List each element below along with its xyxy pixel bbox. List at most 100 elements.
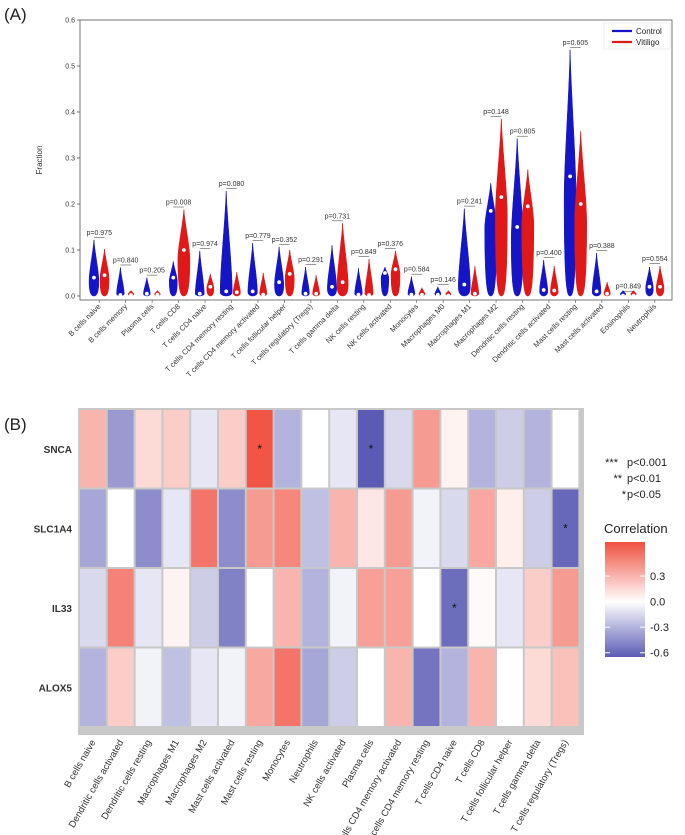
- median-control-nk-cells-activated: [383, 271, 387, 275]
- median-vitiligo-nk-cells-resting: [367, 293, 371, 297]
- significance-threshold: p<0.01: [627, 473, 661, 485]
- y-tick-label: 0.5: [65, 64, 75, 71]
- median-control-monocytes: [409, 292, 414, 297]
- legend-vitiligo-label: Vitiligo: [636, 38, 660, 47]
- violin-control-dendritic-cells-activated: [539, 260, 549, 297]
- violin-control-b-cells-memory: [116, 267, 125, 297]
- significance-mark: *: [257, 442, 262, 456]
- median-vitiligo-b-cells-memory: [129, 293, 133, 297]
- significance-threshold: p<0.001: [627, 457, 667, 469]
- heatmap-cell-alox5-b-cells-naive: [80, 648, 106, 726]
- median-control-t-cells-regulatory-tregs: [303, 291, 308, 296]
- heatmap-cell-il33-nk-cells-activated: [330, 569, 356, 647]
- heatmap-cell-il33-macrophages-m2: [191, 569, 217, 647]
- x-category-label: Mast cells activated: [553, 302, 606, 355]
- violin-vitiligo-dendritic-cells-activated: [550, 266, 559, 297]
- y-tick-label: 0.4: [65, 110, 75, 117]
- heatmap-cell-snca-t-cells-cd4-naive: [441, 410, 468, 488]
- heatmap-row-labels: SNCA SLC1A4 IL33 ALOX5: [34, 445, 73, 695]
- colorbar-tick-label: 0.0: [650, 597, 665, 609]
- heatmap-cell-snca-t-cells-cd8: [469, 410, 495, 488]
- median-control-nk-cells-resting: [356, 292, 361, 297]
- heatmap-cell-slc1a4-neutrophils: [302, 489, 329, 567]
- p-value-label: p=0.584: [404, 267, 430, 274]
- heatmap-cell-il33-t-cells-cd8: [469, 569, 495, 647]
- colorbar-gradient: [605, 542, 645, 657]
- median-vitiligo-t-cells-gamma-delta: [340, 280, 345, 285]
- violin-control-t-cells-cd4-memory-resting: [219, 191, 233, 297]
- heatmap-cell-slc1a4-t-cells-cd4-memory-resting: [413, 489, 440, 567]
- median-control-macrophages-m0: [435, 292, 440, 297]
- heatmap-cell-snca-plasma-cells: [358, 410, 384, 488]
- median-control-t-cells-cd4-memory-activated: [250, 289, 255, 294]
- violin-control-macrophages-m2: [484, 183, 498, 297]
- significance-mark: *: [369, 442, 374, 456]
- median-control-t-cells-gamma-delta: [330, 284, 334, 289]
- median-vitiligo-t-cells-regulatory-tregs: [314, 291, 319, 296]
- heatmap-cell-alox5-t-cells-cd4-memory-activated: [385, 648, 412, 726]
- heatmap-cell-il33-dendritic-cells-resting: [135, 569, 162, 647]
- heatmap-cell-slc1a4-t-cells-gamma-delta: [524, 489, 551, 567]
- violin-plot-frame: [79, 19, 673, 301]
- panel-b-label: (B): [4, 415, 27, 434]
- panel-a-label: (A): [4, 5, 27, 24]
- heatmap-cell-slc1a4-nk-cells-activated: [330, 489, 356, 567]
- row-label-snca: SNCA: [44, 445, 72, 456]
- colorbar-title: Correlation: [604, 521, 668, 536]
- significance-symbol: *: [622, 489, 627, 501]
- p-value-label: p=0.376: [377, 241, 403, 248]
- violin-y-axis: 0.0 0.1 0.2 0.3 0.4 0.5 0.6: [65, 18, 80, 301]
- p-value-label: p=0.805: [510, 129, 536, 136]
- heatmap-cell-slc1a4-t-cells-follicular-helper: [497, 489, 523, 567]
- heatmap-cell-il33-plasma-cells: [358, 569, 384, 647]
- p-value-label: p=0.849: [351, 249, 377, 256]
- correlation-colorbar: Correlation 0.3 0.0 -0.3 -0.6: [604, 521, 669, 660]
- violin-vitiligo-t-cells-cd4-memory-resting: [232, 272, 241, 297]
- heatmap-cell-il33-mast-cells-resting: [246, 569, 273, 647]
- heatmap-cell-snca-t-cells-gamma-delta: [524, 410, 551, 488]
- significance-mark: *: [563, 521, 568, 535]
- heatmap-cell-slc1a4-t-cells-cd4-memory-activated: [385, 489, 412, 567]
- legend-box: [603, 22, 671, 50]
- violin-panel: (A) Fraction 0.0 0.1 0.2 0.3 0.4 0.5 0.6 p=0.9…: [4, 5, 673, 379]
- heatmap-cell-alox5-t-cells-follicular-helper: [497, 648, 523, 726]
- heatmap-cell-snca-macrophages-m2: [191, 410, 217, 488]
- heatmap-cell-slc1a4-t-cells-cd8: [469, 489, 495, 567]
- median-vitiligo-monocytes: [420, 292, 424, 297]
- median-control-eosinophils: [621, 293, 625, 298]
- median-control-dendritic-cells-activated: [541, 288, 546, 292]
- y-tick-label: 0.3: [65, 156, 75, 163]
- heatmap-cell-snca-macrophages-m1: [163, 410, 190, 488]
- median-vitiligo-t-cells-cd4-memory-activated: [261, 292, 266, 297]
- median-vitiligo-dendritic-cells-activated: [552, 288, 557, 293]
- p-value-label: p=0.352: [272, 237, 298, 244]
- heatmap-cell-snca-mast-cells-activated: [219, 410, 245, 488]
- median-control-b-cells-memory: [118, 293, 123, 297]
- heatmap-cells: [80, 410, 579, 726]
- heatmap-cell-alox5-macrophages-m2: [191, 648, 217, 726]
- p-value-label: p=0.080: [219, 181, 245, 188]
- violin-control-b-cells-naive: [88, 239, 100, 297]
- p-value-label: p=0.400: [536, 250, 562, 257]
- violin-control-neutrophils: [645, 266, 654, 297]
- median-control-plasma-cells: [144, 291, 149, 296]
- heatmap-cell-slc1a4-t-cells-cd4-naive: [441, 489, 468, 567]
- p-value-label: p=0.146: [430, 277, 456, 284]
- column-label-dendritic-cells-resting: Dendritic cells resting: [99, 738, 154, 822]
- heatmap-cell-snca-t-cells-follicular-helper: [497, 410, 523, 488]
- p-value-label: p=0.974: [192, 241, 218, 248]
- heatmap-cell-il33-t-cells-cd4-naive: [441, 569, 468, 647]
- median-vitiligo-t-cells-cd4-naive: [208, 284, 213, 289]
- violin-control-t-cells-follicular-helper: [274, 246, 284, 297]
- heatmap-cell-slc1a4-t-cells-regulatory-tregs: [552, 489, 579, 567]
- violin-vitiligo-nk-cells-activated: [390, 250, 401, 297]
- heatmap-cell-slc1a4-b-cells-naive: [80, 489, 106, 567]
- median-vitiligo-neutrophils: [658, 284, 662, 289]
- violin-vitiligo-nk-cells-resting: [364, 259, 374, 297]
- median-control-t-cells-cd8: [171, 275, 176, 280]
- heatmap-cell-snca-t-cells-regulatory-tregs: [552, 410, 579, 488]
